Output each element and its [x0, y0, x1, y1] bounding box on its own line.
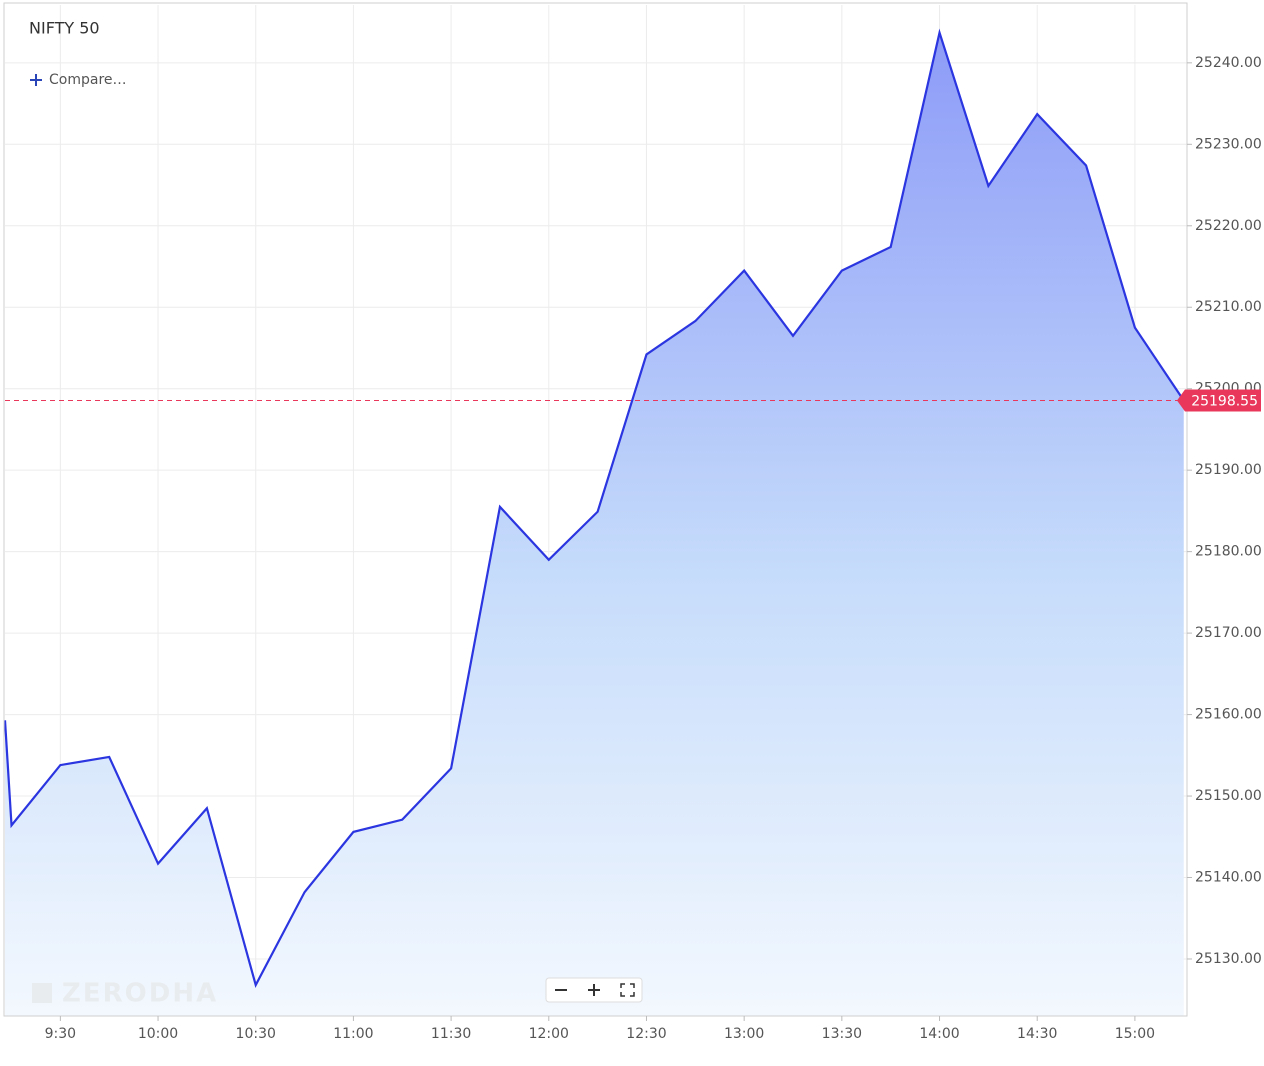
- y-tick-label: 25170.00: [1195, 625, 1262, 641]
- y-tick-label: 25220.00: [1195, 218, 1262, 234]
- x-tick-label: 10:30: [236, 1026, 276, 1042]
- y-tick-label: 25140.00: [1195, 870, 1262, 886]
- area: [5, 32, 1184, 1017]
- x-tick-label: 14:30: [1017, 1026, 1057, 1042]
- line: [3, 28, 1185, 989]
- chart-title: NIFTY 50: [29, 19, 100, 38]
- last-price-marker: [1177, 389, 1261, 412]
- x-tick-label: 12:30: [626, 1026, 666, 1042]
- y-tick-label: 25160.00: [1195, 707, 1262, 723]
- x-tick-label: 12:00: [529, 1026, 569, 1042]
- plot-border: [3, 2, 1188, 1017]
- zoom-in[interactable]: [588, 984, 600, 996]
- x-tick-label: 11:00: [333, 1026, 373, 1042]
- marks: [3, 28, 1187, 1017]
- y-tick-label: 25180.00: [1195, 544, 1262, 560]
- plus-icon: [30, 74, 42, 86]
- y-tick-label: 25150.00: [1195, 788, 1262, 804]
- y-tick-label: 25240.00: [1195, 55, 1262, 71]
- y-tick-label: 25230.00: [1195, 136, 1262, 152]
- x-tick-label: 11:30: [431, 1026, 471, 1042]
- fullscreen[interactable]: [620, 983, 635, 997]
- compare-label[interactable]: Compare…: [49, 72, 127, 88]
- compare-button[interactable]: Compare…: [30, 72, 127, 88]
- x-tick-label: 14:00: [919, 1026, 959, 1042]
- watermark-logo: [32, 983, 52, 1003]
- last-price-label: 25198.55: [1191, 394, 1258, 410]
- x-tick-label: 13:00: [724, 1026, 764, 1042]
- x-tick-label: 15:00: [1115, 1026, 1155, 1042]
- x-tick-label: 10:00: [138, 1026, 178, 1042]
- y-tick-label: 25130.00: [1195, 951, 1262, 967]
- x-tick-label: 13:30: [822, 1026, 862, 1042]
- zoom-controls: [545, 977, 643, 1003]
- x-tick-label: 9:30: [45, 1026, 76, 1042]
- y-tick-label: 25190.00: [1195, 462, 1262, 478]
- y-tick-label: 25210.00: [1195, 299, 1262, 315]
- watermark: ZERODHA: [62, 979, 218, 1009]
